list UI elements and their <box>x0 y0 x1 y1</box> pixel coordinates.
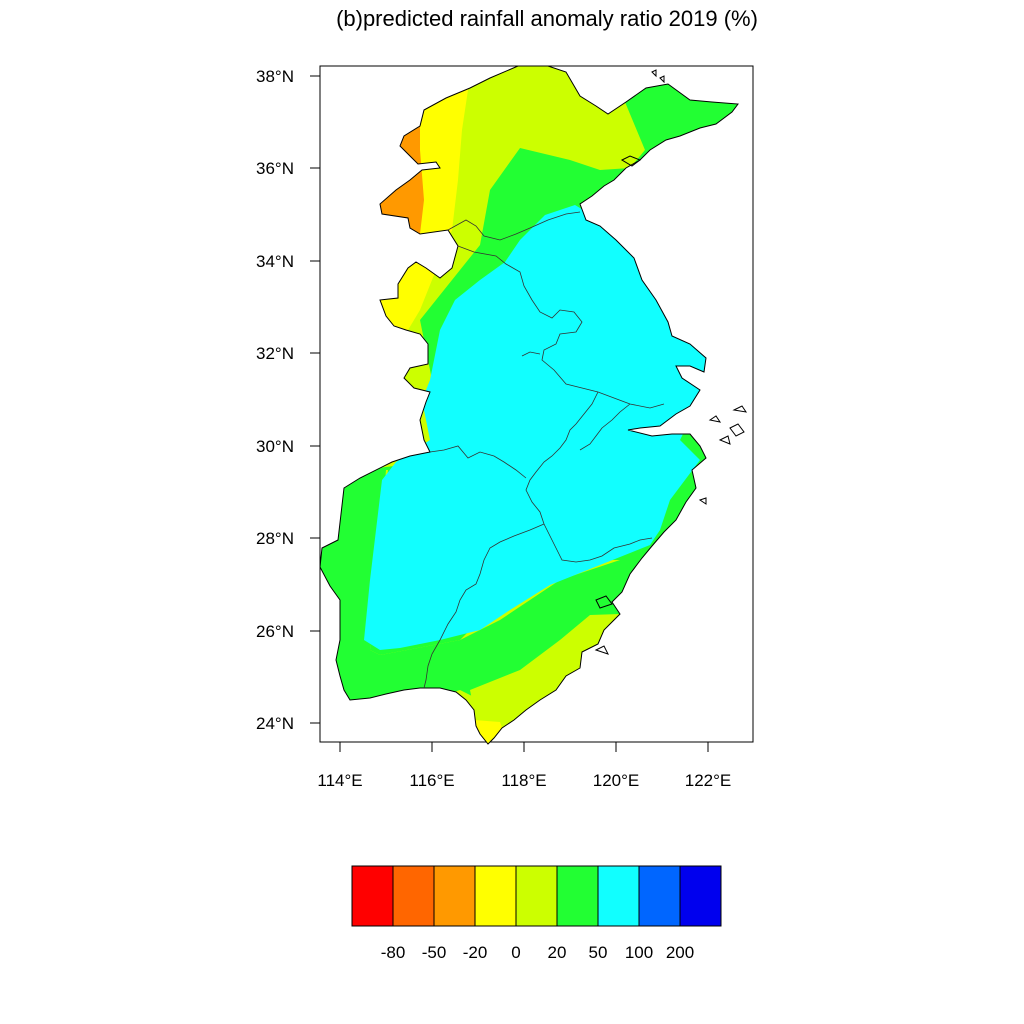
colorbar <box>351 865 722 927</box>
lon-label-120: 120°E <box>593 771 640 790</box>
latitude-labels: 38°N 36°N 34°N 32°N 30°N 28°N 26°N 24°N <box>256 67 294 733</box>
colorbar-label: 100 <box>625 943 653 962</box>
coastline <box>319 65 739 745</box>
lat-label-24: 24°N <box>256 714 294 733</box>
lat-label-26: 26°N <box>256 622 294 641</box>
colorbar-labels: -80 -50 -20 0 20 50 100 200 <box>381 943 694 962</box>
colorbar-label: -80 <box>381 943 406 962</box>
colorbar-label: -50 <box>422 943 447 962</box>
lon-label-118: 118°E <box>501 771 546 790</box>
colorbar-box-6 <box>556 865 599 927</box>
province-borders <box>423 211 665 689</box>
longitude-labels: 114°E 116°E 118°E 120°E 122°E <box>317 771 731 790</box>
colorbar-box-3 <box>433 865 476 927</box>
islands <box>594 69 748 655</box>
band-50-100-south <box>320 460 670 720</box>
colorbar-box-1 <box>351 865 394 927</box>
colorbar-label: 200 <box>666 943 694 962</box>
lat-label-28: 28°N <box>256 529 294 548</box>
colorbar-box-7 <box>597 865 640 927</box>
lat-label-30: 30°N <box>256 437 294 456</box>
lat-label-32: 32°N <box>256 344 294 363</box>
colorbar-box-9 <box>679 865 722 927</box>
colorbar-label: 0 <box>511 943 520 962</box>
colorbar-box-8 <box>638 865 681 927</box>
axis-ticks <box>310 75 709 752</box>
lon-label-122: 122°E <box>685 771 732 790</box>
colorbar-box-4 <box>474 865 517 927</box>
colorbar-label: -20 <box>463 943 488 962</box>
figure-title: (b)predicted rainfall anomaly ratio 2019… <box>336 6 758 31</box>
colorbar-box-5 <box>515 865 558 927</box>
lon-label-116: 116°E <box>409 771 454 790</box>
colorbar-box-2 <box>392 865 435 927</box>
lat-label-34: 34°N <box>256 252 294 271</box>
colorbar-label: 20 <box>548 943 567 962</box>
lat-label-38: 38°N <box>256 67 294 86</box>
lon-label-114: 114°E <box>317 771 362 790</box>
colorbar-label: 50 <box>589 943 608 962</box>
band-100-200 <box>364 205 710 650</box>
lat-label-36: 36°N <box>256 159 294 178</box>
